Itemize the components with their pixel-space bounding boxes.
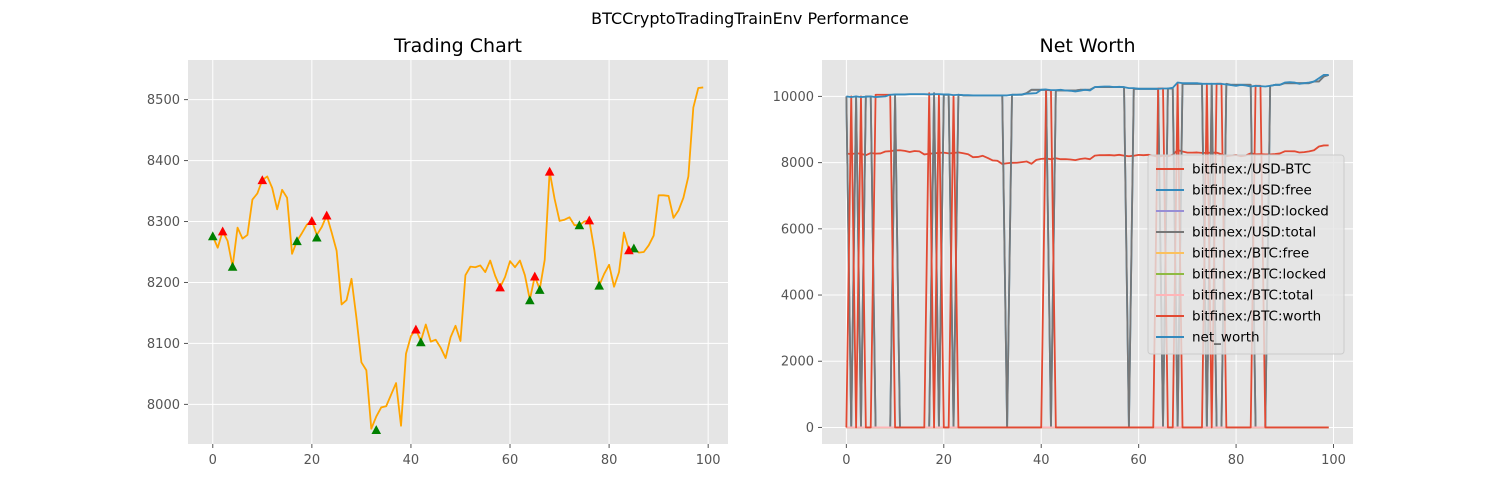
trading-chart-buy-marker — [207, 231, 218, 241]
trading-chart-x-tick-label: 20 — [304, 453, 321, 468]
trading-chart-buy-marker — [227, 261, 238, 271]
net-worth-legend-label: bitfinex:/BTC:free — [1192, 246, 1309, 262]
net-worth-panel: 0 20 40 60 80 100 0 2000 4000 6000 8000 10000 Net Wo… — [773, 35, 1353, 468]
trading-chart-y-tick-label: 8300 — [147, 215, 180, 230]
net-worth-title: Net Worth — [1040, 35, 1136, 57]
trading-chart-buy-marker — [525, 295, 535, 305]
net-worth-legend — [1147, 154, 1345, 355]
trading-chart-sell-marker — [584, 215, 595, 225]
net-worth-x-tick-label: 20 — [936, 453, 953, 468]
trading-chart-sell-marker — [321, 210, 332, 220]
trading-chart-buy-marker — [292, 236, 302, 246]
trading-chart-sell-marker — [544, 166, 555, 176]
net-worth-legend-label: bitfinex:/USD:total — [1192, 225, 1316, 241]
trading-chart-sell-marker — [217, 226, 228, 236]
net-worth-y-tick-label: 4000 — [781, 289, 814, 304]
trading-chart-y-tick-label: 8200 — [147, 276, 180, 291]
net-worth-y-tick-label: 2000 — [781, 355, 814, 370]
trading-chart-panel: 0 20 40 60 80 100 8000 8100 8200 8300 8400 8500 Trad… — [147, 35, 728, 468]
net-worth-series-line-0 — [846, 144, 1329, 165]
trading-chart-x-tick-label: 80 — [601, 453, 618, 468]
trading-chart-buy-marker — [594, 280, 604, 290]
net-worth-x-tick-label: 40 — [1033, 453, 1050, 468]
trading-chart-x-tick-label: 0 — [209, 453, 217, 468]
net-worth-legend-label: bitfinex:/BTC:worth — [1192, 309, 1321, 325]
trading-chart-y-tick-label: 8000 — [147, 398, 180, 413]
net-worth-y-tick-label: 10000 — [773, 90, 814, 105]
net-worth-legend-label: bitfinex:/BTC:locked — [1192, 267, 1326, 283]
net-worth-x-tick-label: 100 — [1321, 453, 1346, 468]
trading-chart-series-line-0 — [211, 86, 704, 430]
net-worth-legend-label: bitfinex:/USD:free — [1192, 183, 1312, 199]
trading-chart-sell-marker — [495, 282, 505, 292]
net-worth-y-tick-label: 0 — [806, 421, 814, 436]
net-worth-x-tick-label: 0 — [842, 453, 850, 468]
trading-chart-title: Trading Chart — [393, 35, 522, 57]
trading-chart-y-tick-label: 8400 — [147, 154, 180, 169]
trading-chart-sell-marker — [307, 216, 317, 225]
net-worth-legend-label: bitfinex:/BTC:total — [1192, 288, 1313, 304]
trading-chart-buy-marker — [312, 232, 322, 242]
trading-chart-buy-marker — [574, 220, 585, 230]
trading-chart-buy-marker — [416, 337, 426, 347]
net-worth-legend-label: bitfinex:/USD:locked — [1192, 204, 1329, 220]
trading-chart-sell-marker — [529, 271, 540, 281]
trading-chart-buy-marker — [534, 284, 545, 294]
net-worth-x-tick-label: 80 — [1228, 453, 1245, 468]
net-worth-y-tick-label: 8000 — [781, 156, 814, 171]
net-worth-series-line-8 — [846, 74, 1329, 98]
trading-chart-y-tick-label: 8100 — [147, 337, 180, 352]
figure-suptitle: BTCCryptoTradingTrainEnv Performance — [591, 9, 909, 28]
trading-chart-sell-marker — [257, 175, 268, 185]
net-worth-y-tick-label: 6000 — [781, 222, 814, 237]
trading-chart-buy-marker — [371, 425, 382, 435]
net-worth-legend-label: net_worth — [1192, 330, 1260, 346]
trading-chart-x-tick-label: 100 — [696, 453, 721, 468]
trading-chart-x-tick-label: 60 — [502, 453, 519, 468]
trading-chart-x-tick-label: 40 — [403, 453, 420, 468]
net-worth-legend-label: bitfinex:/USD-BTC — [1192, 162, 1311, 178]
trading-chart-y-tick-label: 8500 — [147, 93, 180, 108]
trading-chart-plot-area — [188, 60, 728, 444]
net-worth-x-tick-label: 60 — [1130, 453, 1147, 468]
trading-chart-sell-marker — [624, 245, 634, 255]
net-worth-series-line-7 — [845, 82, 1329, 429]
trading-chart-sell-marker — [411, 324, 421, 334]
